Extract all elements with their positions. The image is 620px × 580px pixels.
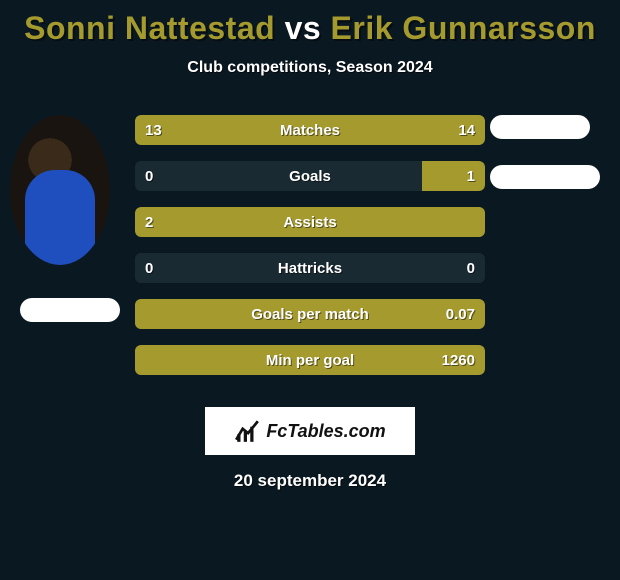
stat-value-right: 0.07 xyxy=(446,299,475,329)
chart-icon xyxy=(234,418,260,444)
stat-row: 0Goals1 xyxy=(135,161,485,191)
player1-name-pill xyxy=(20,298,120,322)
stat-label: Matches xyxy=(135,115,485,145)
stat-row: 13Matches14 xyxy=(135,115,485,145)
stat-row: Min per goal1260 xyxy=(135,345,485,375)
stat-value-right: 1260 xyxy=(442,345,475,375)
logo-text: FcTables.com xyxy=(266,421,385,442)
stat-label: Min per goal xyxy=(135,345,485,375)
stat-row: 2Assists xyxy=(135,207,485,237)
stat-row: Goals per match0.07 xyxy=(135,299,485,329)
stat-label: Hattricks xyxy=(135,253,485,283)
page-title: Sonni Nattestad vs Erik Gunnarsson xyxy=(0,0,620,47)
player1-avatar xyxy=(10,115,110,265)
player2-name-pill-2 xyxy=(490,165,600,189)
stats-table: 13Matches140Goals12Assists0Hattricks0Goa… xyxy=(135,115,485,391)
stat-row: 0Hattricks0 xyxy=(135,253,485,283)
date-text: 20 september 2024 xyxy=(0,471,620,491)
stat-label: Assists xyxy=(135,207,485,237)
player1-name: Sonni Nattestad xyxy=(24,10,275,46)
stat-value-right: 14 xyxy=(458,115,475,145)
fctables-logo: FcTables.com xyxy=(205,407,415,455)
stat-value-right: 0 xyxy=(467,253,475,283)
vs-text: vs xyxy=(285,10,322,46)
stat-label: Goals xyxy=(135,161,485,191)
comparison-area: 13Matches140Goals12Assists0Hattricks0Goa… xyxy=(0,115,620,395)
stat-label: Goals per match xyxy=(135,299,485,329)
player2-name: Erik Gunnarsson xyxy=(331,10,596,46)
stat-value-right: 1 xyxy=(467,161,475,191)
player2-name-pill xyxy=(490,115,590,139)
subtitle: Club competitions, Season 2024 xyxy=(0,59,620,77)
